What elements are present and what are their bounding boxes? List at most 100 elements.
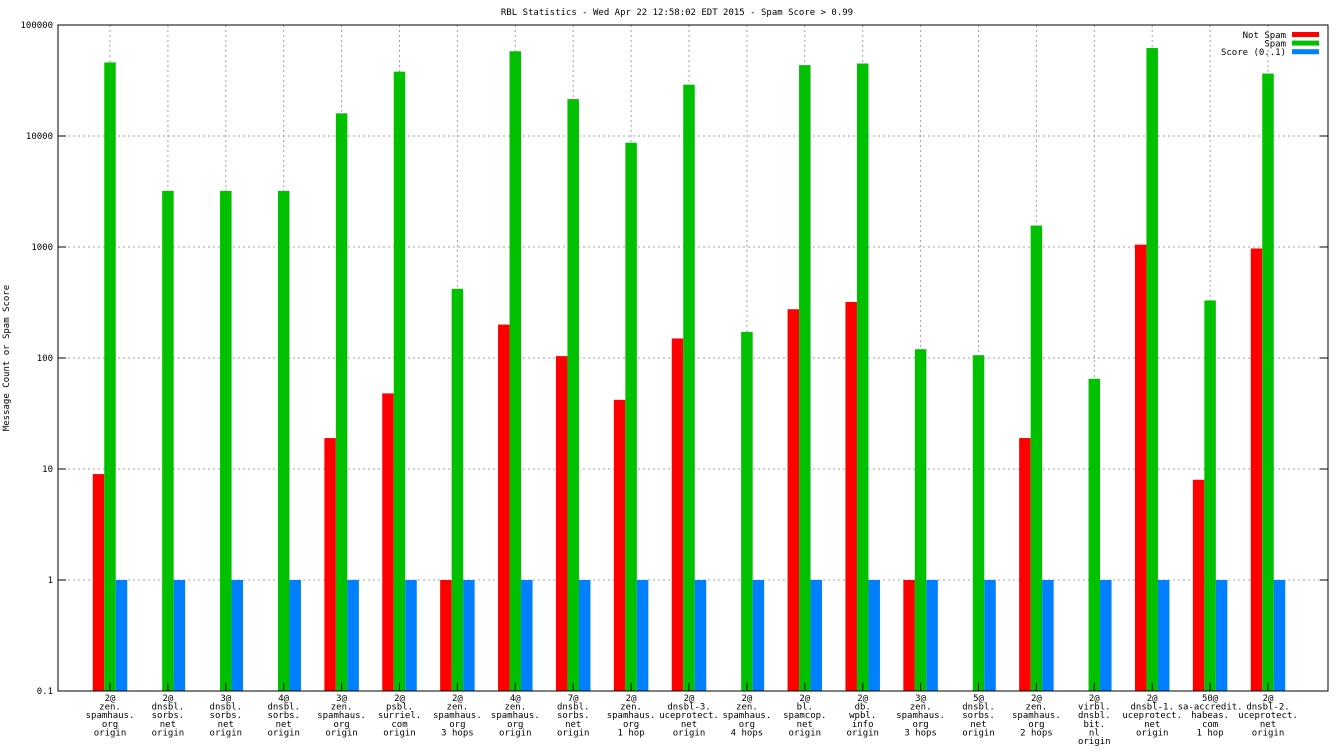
bar-spam [220,190,232,692]
x-tick-label: spamcop. [783,711,826,721]
x-tick-label: zen. [504,703,526,713]
bar-score-0-1 [1100,580,1112,691]
bar-score-0-1 [1215,580,1228,691]
x-tick-label: 1 hop [618,728,645,738]
x-tick-label: origin [1252,728,1285,738]
bar-not-spam [555,356,568,691]
y-axis-ticks: 0.1 1 10 100 1000 10000 100000 [20,21,1328,697]
bar-score-0-1 [405,580,417,691]
bar-spam [335,113,348,692]
chart-title: RBL Statistics - Wed Apr 22 12:58:02 EDT… [501,8,853,18]
bar-spam [914,349,927,691]
bar-not-spam [1134,244,1147,691]
x-tick-label: 2@ [1031,694,1042,704]
x-tick-label: origin [267,728,300,738]
x-tick-label: dnsbl. [557,703,590,713]
x-tick-label: 4@ [510,694,521,704]
bar-spam [1088,378,1101,691]
legend-label: Score (0..1) [1221,48,1286,58]
y-tick-label: 1000 [31,243,53,253]
x-tick-label: spamhaus. [896,711,945,721]
x-tick-label: 3 hops [904,728,937,738]
legend-label: Spam [1264,40,1286,50]
x-tick-label: 2@ [105,694,116,704]
x-tick-label: 5@ [973,694,984,704]
x-tick-label: dnsbl. [152,703,185,713]
bar-score-0-1 [694,580,707,691]
x-tick-label: origin [94,728,127,738]
bar-spam [683,84,695,691]
bar-score-0-1 [752,580,765,691]
bar-spam [451,288,464,691]
x-tick-label: origin [210,728,243,738]
x-tick-label: net [276,720,292,730]
x-tick-label: 2@ [394,694,405,704]
y-tick-label: 100 [37,354,53,364]
x-tick-label: sorbs. [962,711,995,721]
x-tick-label: origin [325,728,358,738]
bar-score-0-1 [173,580,186,691]
x-tick-label: psbl. [386,703,413,713]
x-tick-label: spamhaus. [433,711,482,721]
x-tick-label: 7@ [568,694,579,704]
bar-spam [1204,300,1216,691]
bar-not-spam [324,438,336,691]
x-tick-label: 2@ [799,694,810,704]
x-tick-label: net [565,720,581,730]
y-tick-label: 100000 [20,21,53,31]
x-tick-label: bit. [1083,720,1105,730]
bar-score-0-1 [868,580,880,691]
legend-swatch [1292,40,1319,46]
x-tick-label: spamhaus. [491,711,540,721]
x-tick-label: zen. [331,703,353,713]
x-tick-label: sa-accredit. [1178,703,1243,713]
x-tick-label: spamhaus. [317,711,366,721]
x-tick-label: zen. [910,703,932,713]
x-tick-label: wpbl. [849,711,876,721]
bar-spam [162,190,174,692]
x-tick-label: 2@ [162,694,173,704]
x-tick-label: zen. [736,703,758,713]
x-tick-label: org [623,720,639,730]
x-tick-label: dnsbl-1. [1131,703,1174,713]
bars [92,48,1286,692]
x-tick-label: 1 hop [1197,728,1224,738]
x-tick-label: org [102,720,118,730]
bar-spam [625,142,637,691]
x-tick-label: dnsbl. [962,703,995,713]
x-tick-label: dnsbl-3. [667,703,710,713]
bar-spam [277,190,290,692]
bar-score-0-1 [231,580,244,691]
bar-score-0-1 [810,580,823,691]
x-tick-label: 2@ [626,694,637,704]
bar-spam [972,355,985,691]
x-tick-label: 3@ [220,694,231,704]
bar-score-0-1 [1042,580,1054,691]
bar-score-0-1 [1273,580,1286,691]
bar-not-spam [787,309,800,691]
x-tick-label: 2@ [1089,694,1100,704]
bar-not-spam [1019,438,1031,691]
bar-spam [393,71,406,691]
x-tick-label: 2@ [1263,694,1274,704]
bar-not-spam [92,474,105,691]
bar-not-spam [613,399,626,691]
bar-score-0-1 [578,580,591,691]
x-tick-label: sorbs. [267,711,300,721]
bar-score-0-1 [521,580,533,691]
x-tick-label: spamhaus. [86,711,135,721]
bar-score-0-1 [984,580,996,691]
bar-not-spam [498,324,510,691]
x-tick-label: origin [383,728,416,738]
y-tick-label: 0.1 [37,687,53,697]
x-tick-label: net [1144,720,1160,730]
x-tick-label: db. [855,703,871,713]
x-tick-label: 4@ [278,694,289,704]
x-tick-label: origin [846,728,879,738]
x-tick-label: nl [1089,728,1100,738]
x-tick-label: 2 hops [1020,728,1053,738]
legend-swatch [1292,49,1319,55]
y-tick-label: 1 [48,576,53,586]
x-tick-label: com [391,720,407,730]
